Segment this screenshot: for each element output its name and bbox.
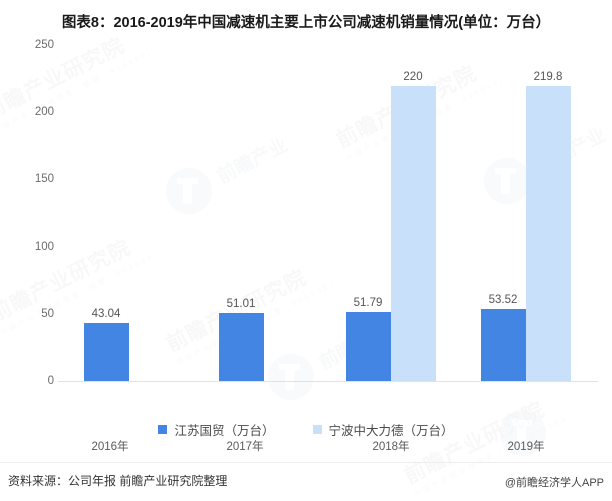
y-tick-label: 250	[34, 39, 54, 51]
bar-group: 43.04	[58, 47, 193, 381]
bar-value-label: 220	[403, 71, 423, 83]
y-tick-label: 0	[47, 375, 54, 387]
legend-item-series-a[interactable]: 江苏国贸（万台）	[158, 420, 275, 439]
x-tick-label: 2016年	[91, 441, 129, 453]
legend-swatch-icon	[312, 425, 322, 434]
bar-series-a[interactable]	[219, 312, 264, 381]
bar-series-a[interactable]	[481, 309, 526, 381]
bar-value-label: 51.79	[353, 296, 383, 309]
bar-value-label: 219.8	[533, 71, 563, 84]
bar-value-label: 53.52	[488, 294, 518, 307]
y-tick-label: 200	[34, 106, 54, 119]
chart-legend: 江苏国贸（万台） 宁波中大力德（万台）	[0, 420, 612, 439]
footer-brand-text: @前瞻经济学人APP	[504, 477, 604, 489]
bar-series-a[interactable]	[84, 323, 129, 381]
bar-group: 53.52 219.8	[463, 47, 598, 381]
bar-value-label: 43.04	[91, 308, 121, 320]
page-title: 图表8：2016-2019年中国减速机主要上市公司减速机销量情况(单位：万台）	[61, 15, 551, 31]
bar-value-label: 51.01	[226, 297, 256, 310]
legend-label: 宁波中大力德（万台）	[328, 424, 454, 438]
y-tick-label: 50	[41, 307, 54, 320]
legend-label: 江苏国贸（万台）	[174, 424, 275, 438]
x-axis-baseline	[58, 381, 598, 382]
bar-series-b[interactable]	[391, 86, 436, 381]
x-tick-label: 2017年	[226, 441, 264, 453]
bar-group: 51.79 220	[328, 47, 463, 381]
x-tick-label: 2019年	[507, 441, 545, 453]
footer-source-text: 资料来源：公司年报 前瞻产业研究院整理	[8, 474, 228, 488]
y-tick-label: 100	[34, 240, 54, 253]
legend-swatch-icon	[158, 425, 168, 434]
y-axis: 0 50 100 150 200 250	[10, 39, 54, 388]
y-tick-label: 150	[34, 173, 54, 186]
bar-series-b[interactable]	[526, 86, 571, 381]
bar-group: 51.01	[193, 47, 328, 381]
legend-item-series-b[interactable]: 宁波中大力德（万台）	[312, 420, 454, 439]
bar-series-a[interactable]	[346, 311, 391, 381]
x-tick-label: 2018年	[372, 441, 410, 453]
chart-plot-area: 0 50 100 150 200 250 43.04 2016年 51.01 2…	[0, 39, 612, 453]
footer-divider	[0, 462, 612, 463]
